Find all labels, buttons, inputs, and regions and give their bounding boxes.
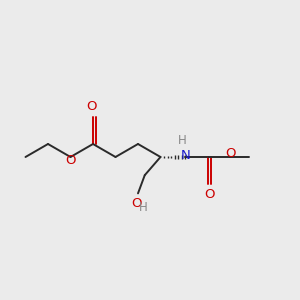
Text: H: H	[139, 201, 148, 214]
Text: O: O	[204, 188, 214, 201]
Text: H: H	[178, 134, 187, 147]
Text: O: O	[131, 197, 142, 210]
Text: N: N	[180, 149, 190, 162]
Text: O: O	[65, 154, 76, 167]
Text: O: O	[86, 100, 97, 113]
Text: O: O	[225, 147, 236, 160]
